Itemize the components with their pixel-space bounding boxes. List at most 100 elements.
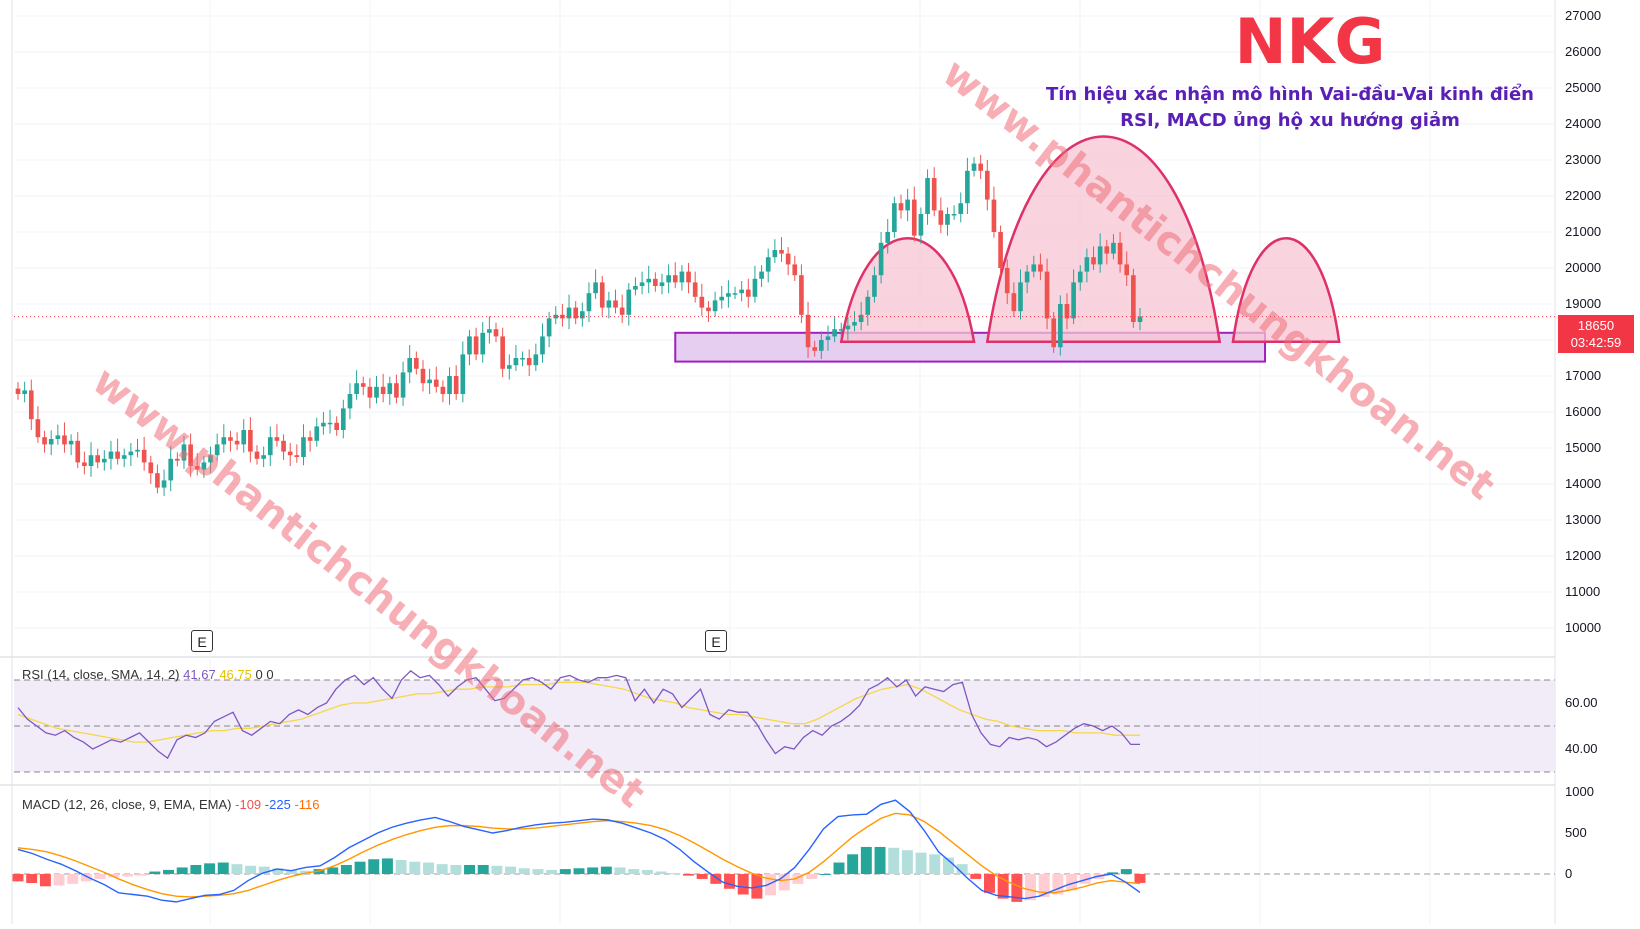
macd-histogram-bar [163, 869, 174, 874]
candle-body [526, 358, 532, 366]
macd-line-legend-value: -225 [264, 797, 291, 812]
rsi-legend-name: RSI (14, close, SMA, 14, 2) [22, 667, 180, 682]
macd-signal-line [17, 812, 1141, 898]
candle-body [573, 307, 579, 319]
macd-histogram-bar [600, 866, 612, 874]
candle-body [281, 440, 286, 452]
candle-body [819, 340, 824, 351]
candle-body [672, 275, 678, 283]
macd-histogram-bar [874, 846, 886, 874]
rsi-sma-legend-value: 46.75 [219, 667, 252, 682]
candle-body [493, 329, 499, 337]
candle-body [905, 199, 910, 211]
candle-body [314, 426, 320, 441]
candle-body [68, 440, 74, 445]
macd-histogram-bar [26, 874, 38, 884]
macd-histogram-bar [833, 862, 845, 874]
macd-histogram-bar [272, 868, 284, 874]
last-price-countdown: 03:42:59 [1570, 335, 1622, 350]
candle-body [467, 336, 472, 355]
macd-histogram-bar [655, 871, 667, 874]
macd-tick-label: 500 [1565, 825, 1587, 840]
macd-histogram-bar [956, 864, 968, 874]
macd-histogram-bar [135, 874, 147, 876]
price-tick-label: 10000 [1565, 620, 1601, 635]
macd-histogram-bar [80, 874, 92, 882]
price-tick-label: 15000 [1565, 440, 1601, 455]
candle-body [938, 210, 944, 225]
price-tick-label: 16000 [1565, 404, 1601, 419]
candle-body [42, 437, 47, 445]
candle-body [221, 437, 227, 445]
rsi-legend-extra-2: 0 [266, 667, 274, 682]
macd-histogram-bar [1134, 874, 1146, 883]
candle-body [978, 163, 983, 171]
macd-histogram-bar [737, 874, 749, 895]
candle-body [35, 419, 41, 438]
candle-body [1064, 304, 1070, 319]
candle-body [1024, 271, 1030, 283]
price-tick-label: 23000 [1565, 152, 1601, 167]
candle-body [115, 451, 120, 459]
candle-body [1077, 271, 1083, 283]
macd-histogram-bar [327, 867, 339, 874]
candle-body [772, 250, 778, 258]
macd-histogram-bar [587, 867, 599, 874]
left-shoulder-arc [839, 237, 976, 344]
candle-body [1117, 242, 1123, 265]
candle-body [188, 444, 193, 466]
candle-body [194, 466, 200, 470]
rsi-line [17, 669, 1140, 760]
candle-body [1124, 264, 1130, 276]
macd-histogram-bar [997, 874, 1009, 899]
candle-body [214, 444, 220, 456]
subtitle-line-2: RSI, MACD ủng hộ xu hướng giảm [1120, 110, 1460, 131]
candle-body [287, 451, 293, 456]
candle-body [487, 329, 492, 333]
candle-body [659, 282, 665, 286]
candle-body [745, 289, 751, 297]
macd-tick-label: 1000 [1565, 784, 1594, 799]
candle-body [433, 379, 439, 387]
macd-legend[interactable]: MACD (12, 26, close, 9, EMA, EMA) -109 -… [22, 797, 320, 812]
candle-body [95, 455, 100, 463]
candle-body [321, 422, 326, 427]
candle-body [945, 214, 950, 225]
candle-body [148, 462, 154, 474]
price-tick-label: 25000 [1565, 80, 1601, 95]
candle-body [88, 455, 94, 466]
macd-legend-name: MACD (12, 26, close, 9, EMA, EMA) [22, 797, 232, 812]
candle-body [121, 455, 127, 459]
rsi-legend[interactable]: RSI (14, close, SMA, 14, 2) 41.67 46.75 … [22, 667, 274, 682]
price-tick-label: 27000 [1565, 8, 1601, 23]
macd-histogram-bar [409, 861, 421, 874]
earnings-badge-2[interactable]: E [705, 630, 727, 652]
macd-histogram-bar [231, 864, 243, 874]
macd-histogram-bar [450, 864, 462, 874]
candle-body [62, 435, 67, 445]
subtitle-line-1: Tín hiệu xác nhận mô hình Vai-đầu-Vai ki… [1045, 84, 1534, 105]
macd-histogram-bar [751, 874, 763, 899]
macd-histogram-bar [724, 874, 735, 889]
macd-histogram-bar [176, 867, 188, 874]
macd-histogram-bar [792, 874, 804, 884]
candle-body [55, 435, 61, 439]
macd-histogram-bar [559, 869, 571, 874]
right-shoulder-arc [1231, 237, 1341, 344]
macd-histogram-bar [915, 852, 927, 874]
macd-histogram-bar [682, 874, 694, 876]
price-tick-label: 12000 [1565, 548, 1601, 563]
macd-histogram-bar [1120, 869, 1132, 874]
candle-body [712, 300, 718, 312]
candle-body [155, 473, 160, 488]
macd-hist-legend-value: -109 [235, 797, 262, 812]
candle-body [360, 383, 366, 387]
macd-histogram-bar [532, 869, 544, 874]
candle-body [838, 329, 844, 331]
candle-body [274, 437, 280, 441]
earnings-badge-1[interactable]: E [191, 630, 213, 652]
candle-body [533, 354, 539, 366]
candle-body [1018, 282, 1023, 312]
candle-body [1084, 257, 1090, 272]
